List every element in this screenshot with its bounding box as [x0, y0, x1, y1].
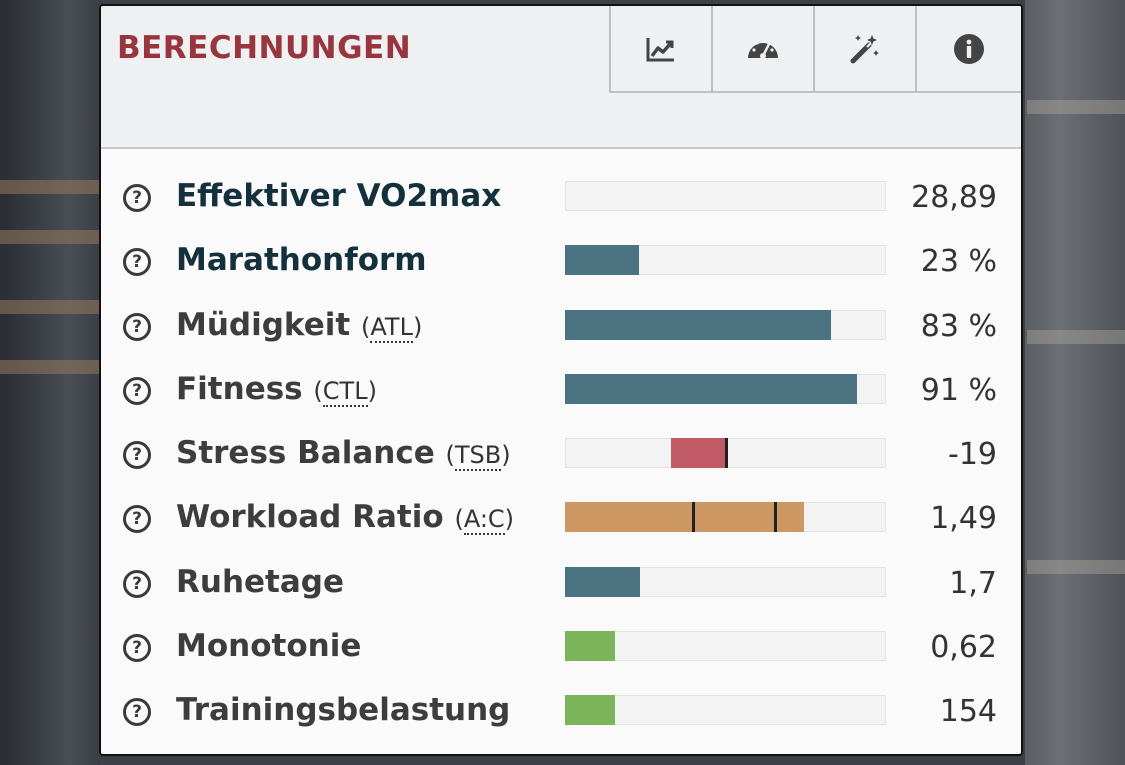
calculations-panel: BERECHNUNGEN — [99, 4, 1023, 756]
help-icon[interactable]: ? — [123, 634, 151, 663]
metric-value: 83 % — [920, 308, 997, 344]
metric-bar-fill — [565, 566, 641, 597]
metric-value: 154 — [939, 694, 997, 730]
metric-bar-fill — [565, 245, 639, 276]
metric-row: ? Effektiver VO2max 28,89 — [101, 168, 1021, 232]
chart-line-icon — [646, 37, 674, 61]
metric-label: Trainingsbelastung — [176, 692, 511, 729]
metric-row: ? Marathonform 23 % — [101, 232, 1021, 296]
metric-bar — [565, 695, 886, 726]
metric-label: Workload Ratio (A:C) — [176, 499, 515, 536]
metric-abbr[interactable]: (CTL) — [313, 376, 377, 407]
metric-bar — [565, 631, 886, 662]
panel-title: BERECHNUNGEN — [117, 30, 412, 66]
metric-row: ? Stress Balance (TSB) -19 — [101, 425, 1021, 489]
metric-value: -19 — [948, 437, 997, 473]
help-icon[interactable]: ? — [123, 441, 151, 470]
panel-header: BERECHNUNGEN — [101, 6, 1021, 149]
metric-bar-fill — [565, 695, 615, 726]
help-icon[interactable]: ? — [123, 698, 151, 727]
metric-label: Fitness (CTL) — [176, 370, 377, 407]
metric-bar-marker — [774, 502, 778, 533]
metric-abbr[interactable]: (ATL) — [360, 312, 423, 343]
metrics-list: ? Effektiver VO2max 28,89 ? Marathonform… — [101, 168, 1021, 747]
metric-value: 0,62 — [930, 630, 997, 666]
metric-value: 91 % — [920, 372, 997, 408]
metric-bar-marker — [692, 502, 696, 533]
tab-gauge[interactable] — [711, 6, 813, 93]
metric-value: 1,49 — [930, 501, 997, 537]
help-icon[interactable]: ? — [123, 184, 151, 212]
metric-bar — [565, 373, 886, 404]
metric-bar — [565, 566, 886, 597]
metric-row: ? Workload Ratio (A:C) 1,49 — [101, 489, 1021, 553]
info-icon — [954, 33, 984, 64]
help-icon[interactable]: ? — [123, 248, 151, 277]
help-icon[interactable]: ? — [123, 376, 151, 405]
metric-bar-marker — [724, 438, 728, 469]
metric-label: Marathonform — [176, 242, 427, 279]
metric-bar-fill — [670, 438, 726, 469]
metric-bar-fill — [565, 373, 858, 404]
metric-bar — [565, 245, 886, 276]
metric-row: ? Fitness (CTL) 91 % — [101, 361, 1021, 425]
metric-bar-fill — [565, 309, 832, 340]
metric-label: Ruhetage — [176, 563, 344, 600]
metric-row: ? Ruhetage 1,7 — [101, 554, 1021, 618]
tab-chart[interactable] — [609, 6, 711, 93]
metric-value: 23 % — [920, 244, 997, 280]
tab-magic[interactable] — [813, 6, 915, 93]
magic-wand-icon — [850, 34, 879, 63]
tab-info[interactable] — [915, 6, 1021, 93]
metric-bar-fill — [565, 502, 805, 533]
tachometer-icon — [748, 37, 778, 59]
help-icon[interactable]: ? — [123, 569, 151, 598]
metric-abbr[interactable]: (TSB) — [445, 441, 511, 472]
metric-bar — [565, 502, 886, 533]
metric-label: Effektiver VO2max — [176, 178, 502, 214]
metric-bar — [565, 181, 886, 211]
metric-bar — [565, 438, 886, 469]
metric-bar — [565, 309, 886, 340]
metric-row: ? Müdigkeit (ATL) 83 % — [101, 297, 1021, 361]
metric-row: ? Monotonie 0,62 — [101, 618, 1021, 682]
metric-label: Stress Balance (TSB) — [176, 435, 511, 472]
metric-label: Müdigkeit (ATL) — [176, 306, 423, 343]
metric-row: ? Trainingsbelastung 154 — [101, 682, 1021, 746]
metric-bar-fill — [565, 631, 615, 662]
metric-value: 28,89 — [911, 180, 997, 215]
metric-value: 1,7 — [949, 565, 997, 601]
help-icon[interactable]: ? — [123, 312, 151, 341]
metric-abbr[interactable]: (A:C) — [454, 505, 515, 536]
help-icon[interactable]: ? — [123, 505, 151, 534]
metric-label: Monotonie — [176, 628, 362, 665]
panel-tabs — [609, 6, 1021, 93]
